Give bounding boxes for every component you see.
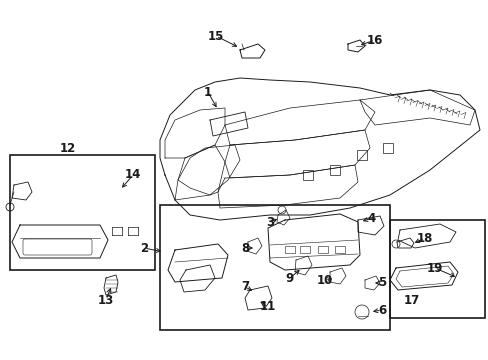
Text: 6: 6 — [377, 303, 386, 316]
Text: 19: 19 — [426, 261, 442, 274]
Text: 1: 1 — [203, 85, 212, 99]
Bar — [334, 246, 345, 253]
Bar — [303, 170, 312, 180]
Bar — [285, 246, 294, 253]
Text: 9: 9 — [285, 271, 293, 284]
Text: 2: 2 — [140, 242, 148, 255]
Bar — [329, 165, 339, 175]
Text: 7: 7 — [241, 280, 248, 293]
Text: 17: 17 — [403, 293, 419, 306]
Text: 10: 10 — [316, 274, 332, 287]
Text: 14: 14 — [124, 168, 141, 181]
Text: 4: 4 — [367, 211, 375, 225]
Bar — [10, 155, 155, 270]
Text: 13: 13 — [98, 293, 114, 306]
Bar — [356, 150, 366, 160]
Text: 12: 12 — [60, 141, 76, 154]
Text: 15: 15 — [207, 30, 224, 42]
Text: 5: 5 — [377, 276, 386, 289]
Text: 8: 8 — [241, 242, 248, 255]
Bar — [299, 246, 309, 253]
Bar — [317, 246, 327, 253]
Bar — [160, 205, 389, 330]
Bar — [389, 220, 484, 318]
Text: 16: 16 — [366, 33, 383, 46]
Text: 18: 18 — [416, 231, 432, 244]
Text: 3: 3 — [265, 216, 273, 229]
Bar — [382, 143, 392, 153]
Text: 11: 11 — [259, 301, 276, 314]
